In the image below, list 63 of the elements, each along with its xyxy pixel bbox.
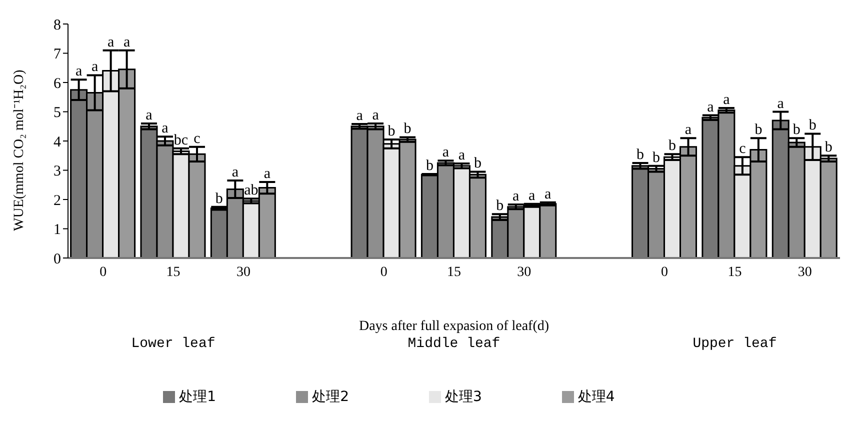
- data-label: a: [232, 164, 239, 180]
- data-label: b: [636, 146, 644, 163]
- y-tick-label: 5: [54, 105, 61, 122]
- data-label: a: [684, 122, 692, 138]
- data-label: a: [146, 107, 153, 124]
- data-label: a: [75, 64, 82, 80]
- legend-label: 处理3: [445, 389, 482, 405]
- x-tick-label: 0: [100, 264, 107, 280]
- text: Upper leaf: [692, 336, 778, 352]
- x-tick-label: 30: [236, 264, 250, 280]
- data-label: c: [194, 130, 201, 147]
- text: Lower leaf: [130, 336, 216, 352]
- legend-label: 处理2: [312, 389, 349, 405]
- data-label: a: [458, 148, 466, 164]
- data-label: b: [792, 122, 800, 138]
- x-axis-title: Days after full expasion of leaf(d): [358, 319, 550, 334]
- data-label: b: [668, 138, 676, 154]
- y-tick-label: 7: [54, 46, 62, 63]
- data-label: a: [356, 108, 364, 124]
- data-label: b: [215, 190, 223, 207]
- data-label: b: [404, 121, 412, 138]
- x-tick-label: 0: [661, 264, 668, 280]
- data-label: bc: [174, 132, 188, 148]
- x-tick-label: 30: [517, 264, 532, 280]
- x-tick-label: 15: [447, 264, 461, 280]
- data-label: a: [528, 188, 536, 204]
- data-label: b: [388, 124, 396, 140]
- data-label: b: [652, 150, 660, 166]
- data-label: a: [123, 34, 130, 50]
- x-tick-label: 0: [380, 264, 388, 280]
- data-label: a: [707, 99, 714, 116]
- data-label: a: [91, 59, 98, 76]
- data-label: b: [824, 140, 832, 156]
- y-tick-label: 4: [54, 134, 62, 150]
- y-tick-label: 6: [54, 76, 62, 92]
- data-label: b: [496, 198, 504, 214]
- data-label: a: [723, 92, 730, 108]
- text: Middle leaf: [406, 336, 502, 352]
- x-tick-label: 15: [728, 264, 742, 280]
- y-axis-title: WUE(mmol CO₂ mol⁻¹H₂O): [12, 69, 27, 231]
- y-tick-label: 2: [54, 192, 61, 209]
- data-label: c: [739, 141, 746, 158]
- data-label: a: [264, 166, 271, 182]
- data-label: a: [442, 144, 450, 161]
- data-label: a: [777, 96, 784, 112]
- data-label: ab: [244, 182, 258, 199]
- legend-label: 处理4: [578, 389, 615, 405]
- legend-label: 处理1: [179, 389, 216, 405]
- data-label: b: [754, 122, 762, 138]
- y-tick-label: 0: [54, 251, 61, 268]
- data-label: a: [107, 34, 114, 50]
- data-label: b: [426, 158, 434, 174]
- x-tick-label: 15: [166, 264, 180, 280]
- data-label: a: [372, 107, 380, 124]
- x-tick-label: 30: [798, 264, 812, 280]
- data-label: a: [512, 188, 520, 204]
- data-label: a: [544, 186, 552, 202]
- data-label: b: [808, 118, 816, 134]
- data-label: a: [162, 120, 169, 137]
- y-tick-label: 1: [54, 222, 61, 238]
- y-tick-label: 3: [54, 164, 61, 180]
- y-tick-label: 8: [54, 17, 61, 34]
- data-label: b: [474, 156, 482, 172]
